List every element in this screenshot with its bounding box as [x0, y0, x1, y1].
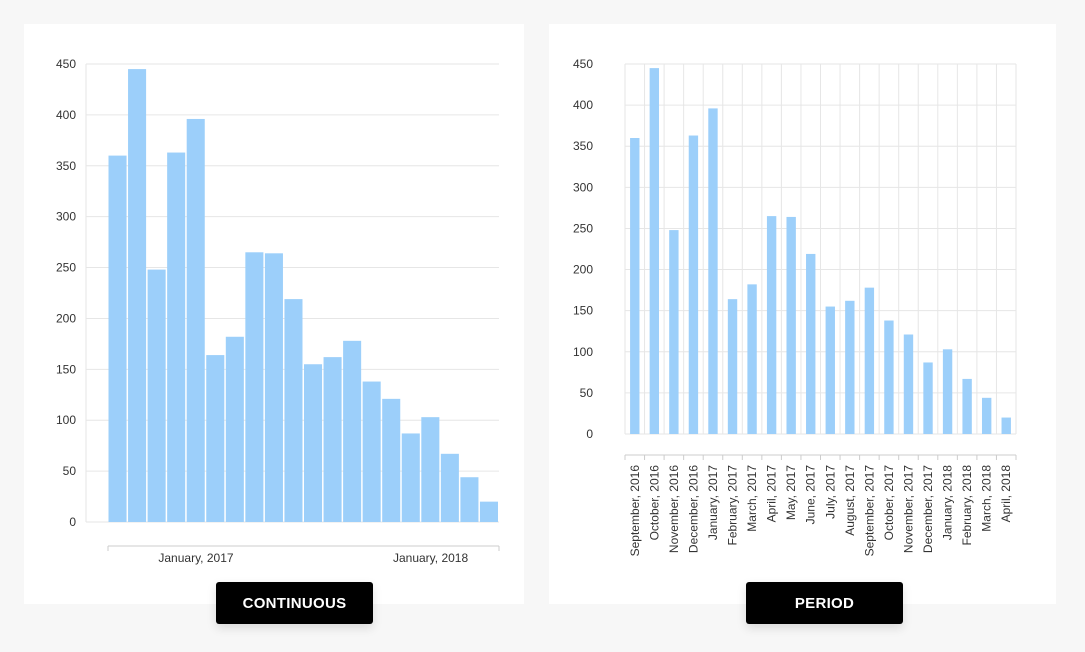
bars	[630, 68, 1011, 435]
x-tick-label: January, 2017	[706, 465, 720, 540]
bar	[304, 364, 323, 522]
continuous-chart-card: 0 50 100 150 200 250 300 350 400 450 January, 2017…	[24, 24, 524, 604]
bar	[962, 378, 972, 434]
y-tick-label: 350	[573, 139, 593, 153]
y-tick-label: 400	[56, 108, 76, 122]
x-tick-label: August, 2017	[843, 465, 857, 536]
x-tick-label: April, 2017	[765, 465, 779, 523]
bar	[401, 433, 420, 522]
y-tick-label: 100	[573, 345, 593, 359]
bar	[806, 253, 816, 434]
bar	[903, 334, 914, 434]
continuous-bar-chart: 0 50 100 150 200 250 300 350 400 450 January, 2017…	[56, 57, 500, 565]
y-tick-label: 0	[69, 515, 76, 529]
y-tick-label: 100	[56, 413, 76, 427]
bar	[688, 135, 699, 434]
y-tick-label: 250	[56, 261, 76, 275]
bar	[421, 417, 440, 522]
bar	[766, 216, 777, 434]
x-tick-label: February, 2017	[726, 465, 740, 546]
x-tick-label: September, 2016	[628, 465, 642, 557]
y-tick-label: 300	[56, 210, 76, 224]
bar	[942, 349, 953, 434]
y-tick-label: 450	[573, 57, 593, 71]
bar	[923, 362, 933, 434]
bar	[479, 501, 498, 522]
x-tick-label: November, 2016	[667, 465, 681, 553]
y-tick-label: 150	[573, 304, 593, 318]
x-tick-label: January, 2018	[393, 551, 468, 565]
bar	[186, 118, 205, 523]
y-tick-label: 0	[586, 427, 593, 441]
bar	[362, 381, 381, 522]
bar	[649, 68, 660, 434]
y-tick-label: 300	[573, 180, 593, 194]
y-tick-label: 450	[56, 57, 76, 71]
bar	[981, 397, 992, 434]
bar	[460, 477, 479, 522]
bar	[708, 108, 718, 435]
bar	[264, 253, 283, 522]
y-tick-label: 150	[56, 362, 76, 376]
bar	[669, 230, 679, 434]
bar	[382, 398, 401, 522]
bar	[845, 300, 855, 434]
period-chart-card: 0 50 100 150 200 250 300 350 400 450 September, 20…	[549, 24, 1056, 604]
x-tick-label: September, 2017	[862, 465, 876, 557]
bar	[206, 355, 225, 522]
bar	[167, 152, 186, 522]
bar	[284, 299, 303, 522]
bar	[825, 306, 835, 434]
x-tick-label: July, 2017	[823, 465, 837, 519]
y-tick-label: 250	[573, 221, 593, 235]
x-tick-label: March, 2018	[980, 465, 994, 532]
bar	[440, 453, 459, 522]
period-bar-chart: 0 50 100 150 200 250 300 350 400 450 September, 20…	[573, 57, 1017, 557]
grid-lines	[624, 63, 1017, 435]
bar	[747, 284, 757, 434]
x-tick-label: February, 2018	[960, 465, 974, 546]
y-tick-label: 200	[573, 263, 593, 277]
bar	[727, 299, 738, 434]
x-tick-label: October, 2016	[647, 465, 661, 541]
x-tick-label: October, 2017	[882, 465, 896, 541]
bar	[128, 69, 147, 522]
bar	[323, 357, 342, 522]
bar	[225, 336, 244, 522]
bar	[864, 287, 875, 434]
y-tick-label: 50	[580, 386, 594, 400]
x-tick-label: January, 2017	[158, 551, 233, 565]
y-tick-label: 50	[63, 464, 77, 478]
y-tick-label: 350	[56, 159, 76, 173]
bars	[108, 69, 498, 523]
bar	[245, 252, 264, 523]
x-tick-label: April, 2018	[999, 465, 1013, 523]
bar	[630, 138, 640, 434]
bar	[786, 216, 796, 434]
period-button[interactable]: PERIOD	[746, 582, 903, 624]
bar	[108, 155, 127, 522]
x-tick-label: May, 2017	[784, 465, 798, 520]
x-tick-label: December, 2016	[686, 465, 700, 553]
bar	[1001, 417, 1011, 434]
y-tick-label: 200	[56, 311, 76, 325]
continuous-button[interactable]: CONTINUOUS	[216, 582, 373, 624]
y-tick-label: 400	[573, 98, 593, 112]
bar	[884, 320, 894, 434]
x-tick-label: March, 2017	[745, 465, 759, 532]
bar	[343, 340, 362, 522]
x-tick-label: November, 2017	[901, 465, 915, 553]
x-tick-label: June, 2017	[804, 465, 818, 525]
x-tick-label: January, 2018	[941, 465, 955, 540]
x-tick-label: December, 2017	[921, 465, 935, 553]
bar	[147, 269, 166, 522]
